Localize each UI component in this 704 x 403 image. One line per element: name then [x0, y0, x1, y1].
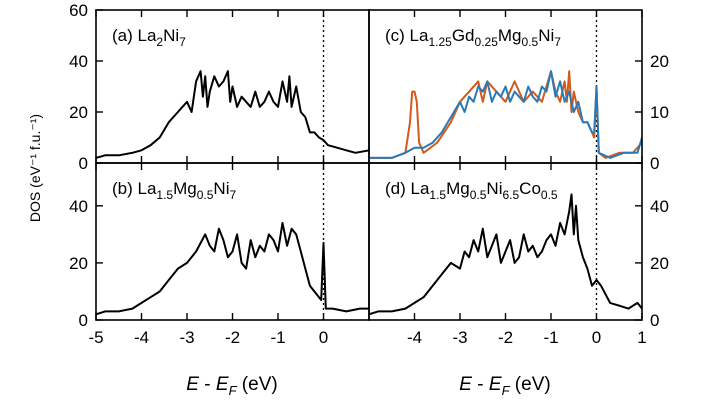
series-line-c-orange [369, 70, 642, 159]
xtick-label-d--4: -4 [407, 328, 422, 347]
ytick-label-b-40: 40 [69, 197, 88, 216]
xtick-label-d-0: 0 [592, 328, 601, 347]
ytick-label-b-20: 20 [69, 254, 88, 273]
panel-a: 0 20 40 60 (a) La2Ni7 [69, 1, 370, 173]
ytick-label-d-0: 0 [650, 311, 659, 330]
panels-layer: 0 20 40 60 (a) La2Ni7 0 20 40 -5 -4 -3 -2 -1 0 (b) La1… [69, 1, 669, 347]
series-line-d-black [369, 193, 642, 316]
xtick-label-b--1: -1 [270, 328, 285, 347]
y-axis-label: DOS (eV⁻¹ f.u.⁻¹) [27, 114, 43, 222]
ytick-label-d-40: 40 [650, 197, 669, 216]
xtick-label-b-0: 0 [319, 328, 328, 347]
ytick-label-a-20: 20 [69, 103, 88, 122]
xtick-label-d--2: -2 [498, 328, 513, 347]
ytick-label-a-60: 60 [69, 1, 88, 20]
ytick-label-c-0: 0 [650, 154, 659, 173]
ytick-label-a-40: 40 [69, 52, 88, 71]
panel-c: 0 10 20 (c) La1.25Gd0.25Mg0.5Ni7 [368, 9, 669, 173]
xtick-label-d-1: 1 [637, 328, 646, 347]
series-line-b-black [96, 221, 369, 316]
panel-label-b: (b) La1.5Mg0.5Ni7 [112, 179, 236, 202]
xtick-label-d--1: -1 [543, 328, 558, 347]
series-line-c-blue [369, 70, 642, 159]
xtick-label-b--5: -5 [88, 328, 103, 347]
ytick-label-b-0: 0 [79, 311, 88, 330]
panel-label-a: (a) La2Ni7 [112, 26, 186, 49]
ytick-label-c-20: 20 [650, 52, 669, 71]
panel-label-c: (c) La1.25Gd0.25Mg0.5Ni7 [385, 26, 561, 49]
x-axis-label-left: E - EF (eV) [186, 374, 277, 398]
xtick-label-b--4: -4 [134, 328, 149, 347]
ytick-label-c-10: 10 [650, 103, 669, 122]
ytick-label-d-20: 20 [650, 254, 669, 273]
panel-label-d: (d) La1.5Mg0.5Ni6.5Co0.5 [385, 179, 558, 202]
xtick-label-b--3: -3 [179, 328, 194, 347]
series-line-a-black [96, 70, 369, 159]
panel-b: 0 20 40 -5 -4 -3 -2 -1 0 (b) La1.5Mg0.5Ni7 [69, 162, 370, 347]
xtick-label-d--3: -3 [452, 328, 467, 347]
x-axis-label-right: E - EF (eV) [459, 374, 550, 398]
xtick-label-b--2: -2 [225, 328, 240, 347]
ytick-label-a-0: 0 [79, 154, 88, 173]
